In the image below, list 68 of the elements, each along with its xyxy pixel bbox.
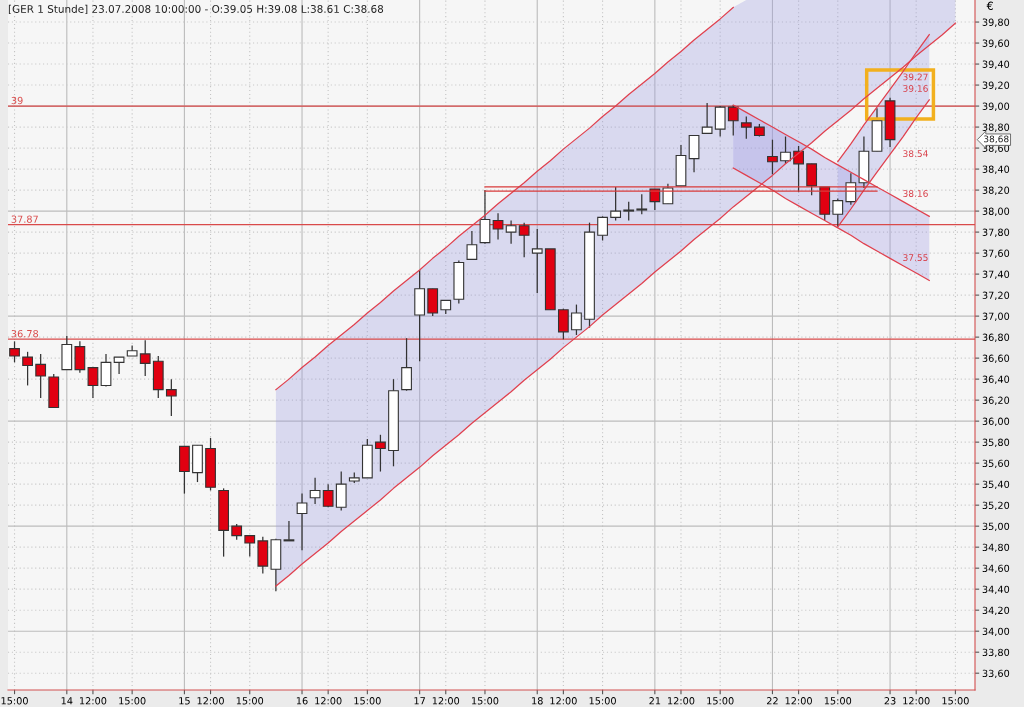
x-tick-label: 12:00	[785, 697, 812, 705]
annotation: 38.54	[903, 150, 928, 157]
y-tick-label: 36,40	[982, 375, 1010, 384]
x-tick-label: 21	[649, 697, 661, 705]
y-tick-label: 37,00	[982, 312, 1010, 321]
y-tick-label: 37,60	[982, 249, 1010, 258]
y-tick-label: 35,80	[982, 438, 1010, 447]
ref-line-label: 37.87	[11, 215, 38, 223]
annotation: 38.16	[903, 190, 928, 197]
y-tick-label: 33,80	[982, 648, 1010, 658]
x-tick-label: 15:00	[354, 697, 381, 705]
x-tick-label: 15	[179, 697, 190, 705]
y-tick-label: 33,60	[982, 669, 1010, 679]
x-tick-label: 15:00	[236, 697, 264, 705]
x-tick-label: 12:00	[668, 697, 695, 705]
y-tick-label: 38,80	[982, 123, 1010, 132]
x-tick-label: 15:00	[1, 697, 28, 705]
y-tick-label: 38,60	[982, 144, 1010, 153]
y-tick-label: 38,40	[982, 165, 1010, 174]
x-tick-label: 15:00	[942, 697, 969, 705]
y-tick-label: 35,40	[982, 480, 1010, 489]
x-tick-label: 12:00	[432, 697, 460, 705]
x-tick-label: 15:00	[589, 697, 616, 705]
y-tick-label: 34,60	[982, 564, 1010, 573]
y-tick-label: 35,20	[982, 501, 1010, 510]
y-tick-label: 39,40	[982, 60, 1010, 69]
y-axis-title: €	[986, 1, 993, 10]
x-tick-label: 14	[61, 697, 73, 705]
annotation: 39.16	[903, 85, 928, 92]
text: 38,68	[984, 135, 1009, 144]
y-tick-label: 34,80	[982, 543, 1010, 552]
annotation: 37.55	[903, 254, 928, 261]
y-tick-label: 34,00	[982, 627, 1010, 637]
y-tick-label: 35,60	[982, 459, 1010, 468]
y-tick-label: 39,80	[982, 18, 1010, 27]
x-tick-label: 22	[766, 697, 778, 705]
y-tick-label: 39,60	[982, 39, 1010, 48]
y-tick-label: 34,20	[982, 606, 1010, 616]
x-tick-label: 15:00	[119, 697, 146, 705]
ref-line-label: 36.78	[11, 329, 39, 338]
y-tick-label: 34,40	[982, 585, 1010, 594]
y-tick-label: 37,40	[982, 270, 1010, 279]
x-tick-label: 23	[884, 697, 896, 705]
ref-line-label: 39	[11, 96, 23, 105]
x-tick-label: 15:00	[824, 697, 852, 705]
y-tick-label: 38,00	[982, 207, 1010, 216]
y-tick-label: 38,20	[982, 186, 1010, 195]
y-tick-label: 36,80	[982, 333, 1010, 342]
x-tick-label: 12:00	[80, 697, 107, 705]
y-tick-label: 36,60	[982, 354, 1010, 363]
y-tick-label: 37,20	[982, 291, 1010, 300]
x-tick-label: 18	[532, 697, 543, 705]
y-tick-label: 36,20	[982, 396, 1010, 405]
chart-title: [GER 1 Stunde] 23.07.2008 10:00:00 - O:39.05 H:39.08 L:38.61 C:38.68	[8, 4, 384, 15]
x-tick-label: 17	[414, 697, 425, 705]
y-tick-label: 36,00	[982, 417, 1010, 426]
y-tick-label: 39,00	[982, 102, 1010, 111]
x-tick-label: 12:00	[197, 697, 224, 705]
x-tick-label: 12:00	[903, 697, 930, 705]
y-tick-label: 35,00	[982, 522, 1010, 531]
y-tick-label: 39,20	[982, 81, 1010, 90]
x-tick-label: 12:00	[315, 697, 342, 705]
y-tick-label: 37,80	[982, 228, 1010, 237]
x-tick-label: 15:00	[472, 697, 499, 705]
x-tick-label: 12:00	[550, 697, 577, 705]
annotation: 39.27	[903, 73, 928, 81]
x-tick-label: 15:00	[707, 697, 734, 705]
x-tick-label: 16	[296, 697, 308, 705]
